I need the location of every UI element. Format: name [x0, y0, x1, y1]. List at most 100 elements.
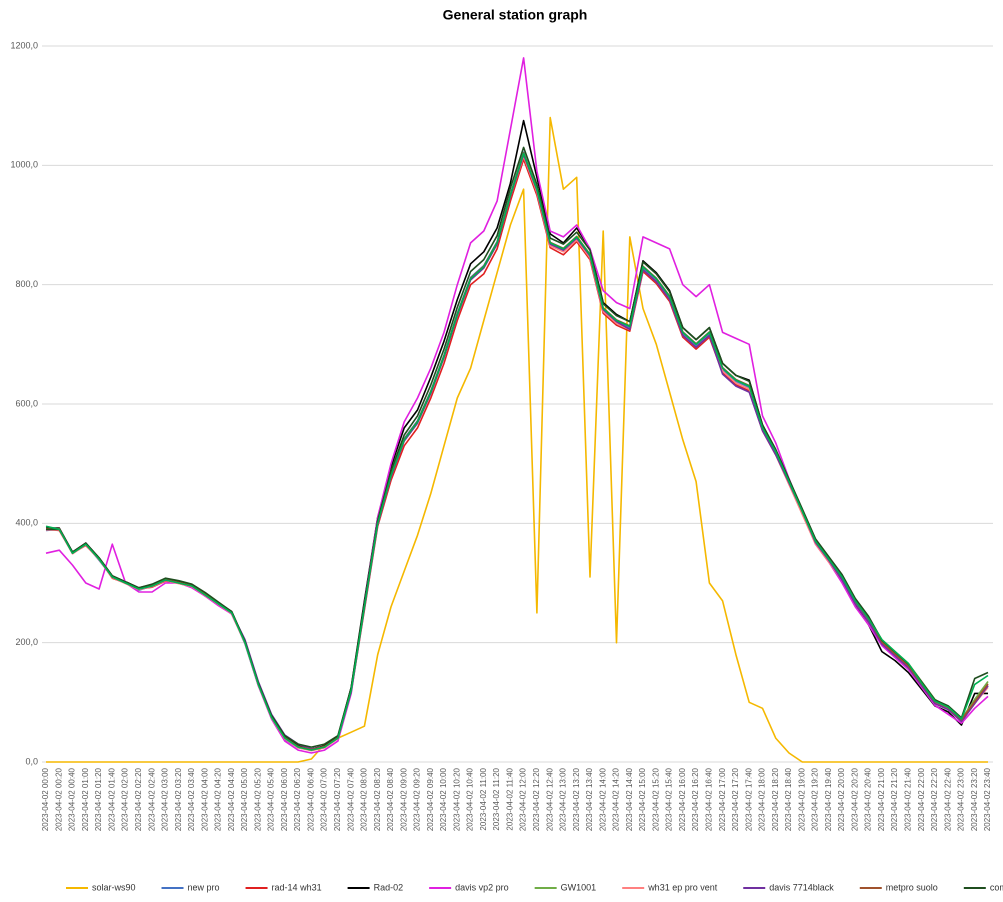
- x-tick-label: 2023-04-02 18:00: [758, 767, 767, 831]
- x-tick-label: 2023-04-02 13:20: [572, 767, 581, 831]
- series-line: [46, 116, 988, 763]
- x-tick-label: 2023-04-02 17:40: [744, 767, 753, 831]
- legend-label: new pro: [188, 882, 220, 892]
- x-tick-label: 2023-04-02 11:40: [505, 767, 514, 830]
- x-tick-label: 2023-04-02 16:40: [704, 767, 713, 831]
- x-tick-label: 2023-04-02 05:00: [240, 767, 249, 831]
- x-tick-label: 2023-04-02 18:40: [784, 767, 793, 831]
- y-tick-label: 400,0: [15, 518, 38, 528]
- x-tick-label: 2023-04-02 22:20: [930, 767, 939, 831]
- x-tick-label: 2023-04-02 07:20: [333, 767, 342, 831]
- x-tick-label: 2023-04-02 10:20: [452, 767, 461, 831]
- x-tick-label: 2023-04-02 04:20: [214, 767, 223, 831]
- series-line: [46, 119, 988, 750]
- series-line: [45, 158, 989, 751]
- x-tick-label: 2023-04-02 01:00: [81, 767, 90, 831]
- y-tick-label: 600,0: [15, 398, 38, 408]
- x-tick-label: 2023-04-02 15:20: [651, 767, 660, 831]
- y-tick-label: 0,0: [25, 756, 38, 766]
- x-tick-label: 2023-04-02 16:20: [691, 767, 700, 831]
- x-tick-label: 2023-04-02 20:40: [864, 767, 873, 831]
- x-tick-label: 2023-04-02 02:40: [147, 767, 156, 831]
- x-tick-label: 2023-04-02 11:20: [492, 767, 501, 830]
- x-tick-label: 2023-04-02 19:00: [797, 767, 806, 831]
- x-tick-label: 2023-04-02 17:00: [718, 767, 727, 831]
- series-line: [46, 152, 989, 751]
- x-tick-label: 2023-04-02 03:20: [174, 767, 183, 831]
- x-tick-label: 2023-04-02 05:20: [253, 767, 262, 831]
- series-line: [45, 151, 989, 751]
- legend-label: metpro suolo: [886, 882, 938, 892]
- x-tick-label: 2023-04-02 12:20: [532, 767, 541, 831]
- x-tick-label: 2023-04-02 09:40: [426, 767, 435, 831]
- x-tick-label: 2023-04-02 06:00: [280, 767, 289, 831]
- x-tick-label: 2023-04-02 13:00: [559, 767, 568, 831]
- x-tick-label: 2023-04-02 07:00: [320, 767, 329, 831]
- legend-label: wh31 ep pro vent: [647, 882, 718, 892]
- legend-label: solar-ws90: [92, 882, 136, 892]
- series-line: [46, 146, 989, 748]
- y-tick-label: 1200,0: [10, 40, 38, 50]
- x-tick-label: 2023-04-02 04:40: [227, 767, 236, 831]
- x-tick-label: 2023-04-02 22:40: [943, 767, 952, 831]
- y-tick-label: 1000,0: [10, 160, 38, 170]
- x-tick-label: 2023-04-02 08:40: [386, 767, 395, 831]
- x-tick-label: 2023-04-02 15:00: [638, 767, 647, 831]
- x-tick-label: 2023-04-02 04:00: [200, 767, 209, 831]
- x-tick-label: 2023-04-02 13:40: [585, 767, 594, 831]
- x-tick-label: 2023-04-02 01:20: [94, 767, 103, 831]
- x-tick-label: 2023-04-02 19:40: [824, 767, 833, 831]
- x-tick-label: 2023-04-02 19:20: [811, 767, 820, 831]
- x-tick-label: 2023-04-02 21:20: [890, 767, 899, 831]
- x-tick-label: 2023-04-02 16:00: [678, 767, 687, 831]
- x-tick-label: 2023-04-02 23:20: [970, 767, 979, 831]
- x-tick-label: 2023-04-02 09:00: [399, 767, 408, 831]
- x-tick-label: 2023-04-02 09:20: [413, 767, 422, 831]
- x-tick-label: 2023-04-02 08:20: [373, 767, 382, 831]
- x-tick-label: 2023-04-02 12:40: [545, 767, 554, 831]
- x-tick-label: 2023-04-02 18:20: [771, 767, 780, 831]
- series-line: [46, 152, 989, 751]
- x-tick-label: 2023-04-02 06:20: [293, 767, 302, 831]
- legend-label: davis 7714black: [769, 882, 834, 892]
- x-tick-label: 2023-04-02 03:00: [161, 767, 170, 831]
- legend-label: GW1001: [561, 882, 597, 892]
- x-tick-label: 2023-04-02 00:40: [68, 767, 77, 831]
- legend-label: rad-14 wh31: [272, 882, 322, 892]
- y-tick-label: 800,0: [15, 279, 38, 289]
- y-tick-label: 200,0: [15, 637, 38, 647]
- legend-label: davis vp2 pro: [455, 882, 509, 892]
- x-tick-label: 2023-04-02 07:40: [346, 767, 355, 831]
- x-tick-label: 2023-04-02 17:20: [731, 767, 740, 831]
- x-tick-label: 2023-04-02 00:20: [54, 767, 63, 831]
- x-tick-label: 2023-04-02 20:20: [850, 767, 859, 831]
- x-tick-label: 2023-04-02 23:40: [983, 767, 992, 831]
- x-tick-label: 2023-04-02 03:40: [187, 767, 196, 831]
- x-tick-label: 2023-04-02 22:00: [917, 767, 926, 831]
- x-tick-label: 2023-04-02 02:00: [121, 767, 130, 831]
- x-tick-label: 2023-04-02 15:40: [665, 767, 674, 831]
- legend-label: comet: [990, 882, 1003, 892]
- x-tick-label: 2023-04-02 05:40: [267, 767, 276, 831]
- x-tick-label: 2023-04-02 14:40: [625, 767, 634, 831]
- x-tick-label: 2023-04-02 08:00: [360, 767, 369, 831]
- series-line: [46, 155, 989, 752]
- series-line: [45, 152, 989, 751]
- x-tick-label: 2023-04-02 14:20: [612, 767, 621, 831]
- x-tick-label: 2023-04-02 10:00: [439, 767, 448, 831]
- x-tick-label: 2023-04-02 00:00: [41, 767, 50, 831]
- x-tick-label: 2023-04-02 21:00: [877, 767, 886, 831]
- x-tick-label: 2023-04-02 01:40: [107, 767, 116, 831]
- x-tick-label: 2023-04-02 11:00: [479, 767, 488, 830]
- x-tick-label: 2023-04-02 10:40: [466, 767, 475, 831]
- chart-title: General station graph: [443, 7, 588, 23]
- legend-label: Rad-02: [374, 882, 404, 892]
- x-tick-label: 2023-04-02 02:20: [134, 767, 143, 831]
- series-line: [45, 57, 989, 754]
- x-tick-label: 2023-04-02 06:40: [306, 767, 315, 831]
- series-line: [46, 153, 989, 750]
- x-tick-label: 2023-04-02 23:00: [957, 767, 966, 831]
- x-tick-label: 2023-04-02 20:00: [837, 767, 846, 831]
- x-tick-label: 2023-04-02 14:00: [598, 767, 607, 831]
